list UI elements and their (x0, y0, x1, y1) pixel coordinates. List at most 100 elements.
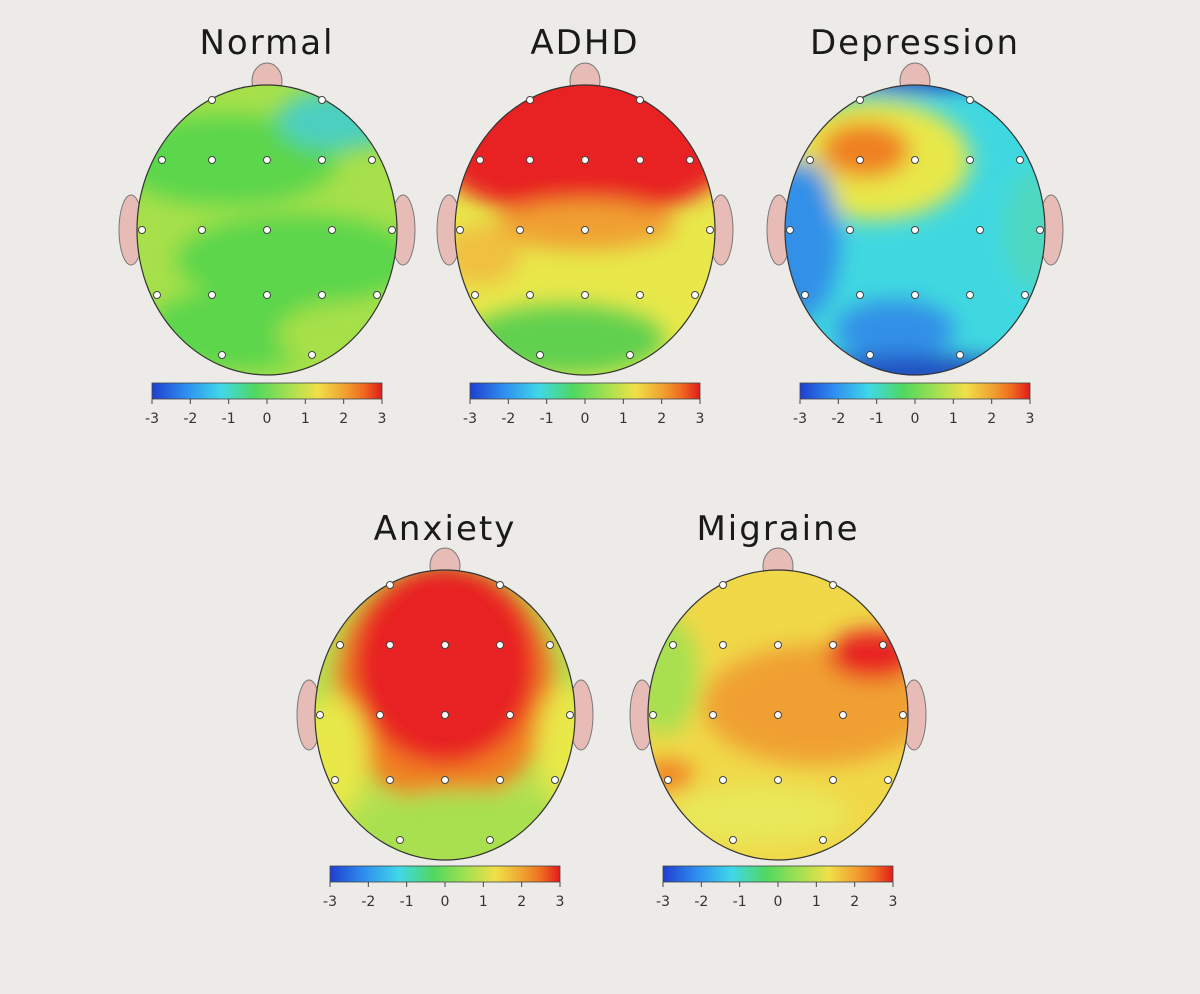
electrode (649, 711, 657, 719)
electrode (208, 291, 216, 299)
electrode (208, 156, 216, 164)
colorbar-tick-label: 3 (889, 894, 898, 910)
electrode (198, 226, 206, 234)
electrode (956, 351, 964, 359)
colorbar-tick-label: -2 (694, 894, 708, 910)
colorbar-tick-label: 1 (812, 894, 821, 910)
electrode (884, 776, 892, 784)
electrode (709, 711, 717, 719)
activity-region (648, 615, 698, 735)
electrode (879, 641, 887, 649)
electrode (263, 156, 271, 164)
electrode (686, 156, 694, 164)
electrode (386, 581, 394, 589)
colorbar-tick-label: 3 (556, 894, 565, 910)
colorbar-tick-label: 3 (1026, 411, 1035, 427)
electrode (396, 836, 404, 844)
colorbar-tick-label: -3 (656, 894, 670, 910)
electrode (636, 96, 644, 104)
electrode (551, 776, 559, 784)
electrode (899, 711, 907, 719)
electrode (331, 776, 339, 784)
head-fill (137, 85, 397, 375)
colorbar-tick-label: -3 (145, 411, 159, 427)
electrode (719, 641, 727, 649)
electrode (636, 291, 644, 299)
colorbar-tick-label: -1 (733, 894, 747, 910)
colorbar-tick-label: 0 (581, 411, 590, 427)
electrode (328, 226, 336, 234)
activity-region (353, 570, 537, 765)
electrode (846, 226, 854, 234)
activity-region (648, 760, 693, 790)
electrode (386, 641, 394, 649)
electrode (966, 156, 974, 164)
electrode (911, 226, 919, 234)
colorbar (151, 382, 383, 400)
electrode (829, 581, 837, 589)
colorbar (329, 865, 561, 883)
electrode (526, 96, 534, 104)
colorbar-tick-label: 2 (987, 411, 996, 427)
electrode (1021, 291, 1029, 299)
electrode (456, 226, 464, 234)
electrode (496, 776, 504, 784)
electrode (976, 226, 984, 234)
topomap: Normal -3 -2 -1 0 1 2 3 (118, 23, 416, 427)
head-outline (136, 84, 398, 376)
electrode (536, 351, 544, 359)
electrode (774, 641, 782, 649)
electrode (386, 776, 394, 784)
activity-region (137, 115, 337, 205)
topomap: Anxiety -3 -2 -1 0 1 2 3 (296, 509, 594, 910)
electrode (516, 226, 524, 234)
activity-region (277, 305, 397, 365)
electrode (496, 581, 504, 589)
head-fill (455, 85, 715, 375)
colorbar-tick-label: -3 (793, 411, 807, 427)
electrode (336, 641, 344, 649)
topomap: Migraine -3 -2 -1 0 1 2 3 (629, 509, 927, 910)
activity-regions (648, 615, 908, 845)
colorbar-tick-label: 3 (378, 411, 387, 427)
electrode (856, 156, 864, 164)
activity-region (1005, 170, 1045, 290)
electrode (546, 641, 554, 649)
electrode (819, 836, 827, 844)
electrode (376, 711, 384, 719)
electrode (138, 226, 146, 234)
electrode (911, 156, 919, 164)
activity-region (668, 785, 848, 845)
electrode (471, 291, 479, 299)
electrode (774, 711, 782, 719)
map-title: Migraine (696, 509, 859, 549)
electrode (966, 291, 974, 299)
colorbar-tick-label: 0 (911, 411, 920, 427)
map-title: Normal (199, 23, 334, 63)
electrode (774, 776, 782, 784)
electrode (526, 156, 534, 164)
colorbar-tick-label: 0 (774, 894, 783, 910)
electrode (626, 351, 634, 359)
head-outline (454, 84, 716, 376)
electrode (966, 96, 974, 104)
electrode (316, 711, 324, 719)
electrode (208, 96, 216, 104)
electrode (441, 776, 449, 784)
electrode (691, 291, 699, 299)
electrode (839, 711, 847, 719)
head-outline (314, 569, 576, 861)
electrode (866, 351, 874, 359)
electrode (441, 711, 449, 719)
colorbar-tick-label: -2 (183, 411, 197, 427)
electrode (158, 156, 166, 164)
colorbar-tick-label: -2 (361, 894, 375, 910)
activity-region (785, 160, 840, 320)
colorbar-tick-label: -3 (323, 894, 337, 910)
colorbar-tick-label: 2 (517, 894, 526, 910)
activity-region (820, 122, 910, 178)
activity-region (828, 630, 908, 680)
electrode (1036, 226, 1044, 234)
map-title: Depression (810, 23, 1020, 63)
head-outline (784, 84, 1046, 376)
